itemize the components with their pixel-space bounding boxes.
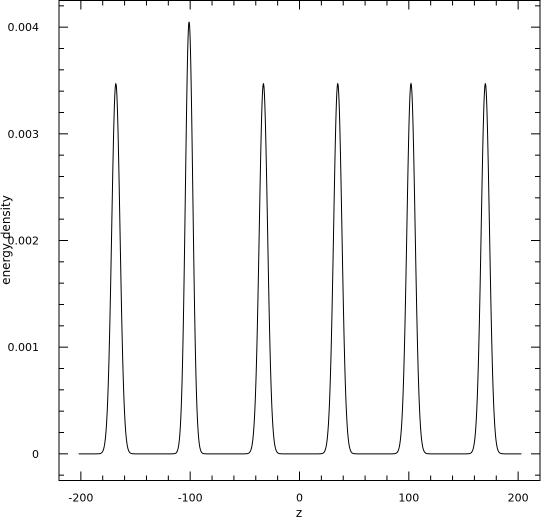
- x-axis-label: z: [296, 506, 302, 520]
- x-tick-label: 0: [296, 492, 303, 505]
- x-tick-label: 100: [398, 492, 419, 505]
- x-tick-label: -200: [68, 492, 93, 505]
- x-tick-label: -100: [178, 492, 203, 505]
- y-tick-label: 0.001: [8, 341, 40, 354]
- y-tick-label: 0.003: [8, 128, 40, 141]
- x-tick-label: 200: [508, 492, 529, 505]
- y-axis-label: energy density: [0, 195, 13, 285]
- y-tick-label: 0: [32, 448, 39, 461]
- axis-ticks: [58, 0, 541, 481]
- axis-tick-labels: -200 -100 0 100 200 0 0.001 0.002 0.003 0.004: [8, 21, 529, 504]
- y-tick-label: 0.004: [8, 21, 40, 34]
- series-line: [78, 21, 522, 455]
- plot-frame: [58, 0, 541, 481]
- y-tick-label: 0.002: [8, 235, 40, 248]
